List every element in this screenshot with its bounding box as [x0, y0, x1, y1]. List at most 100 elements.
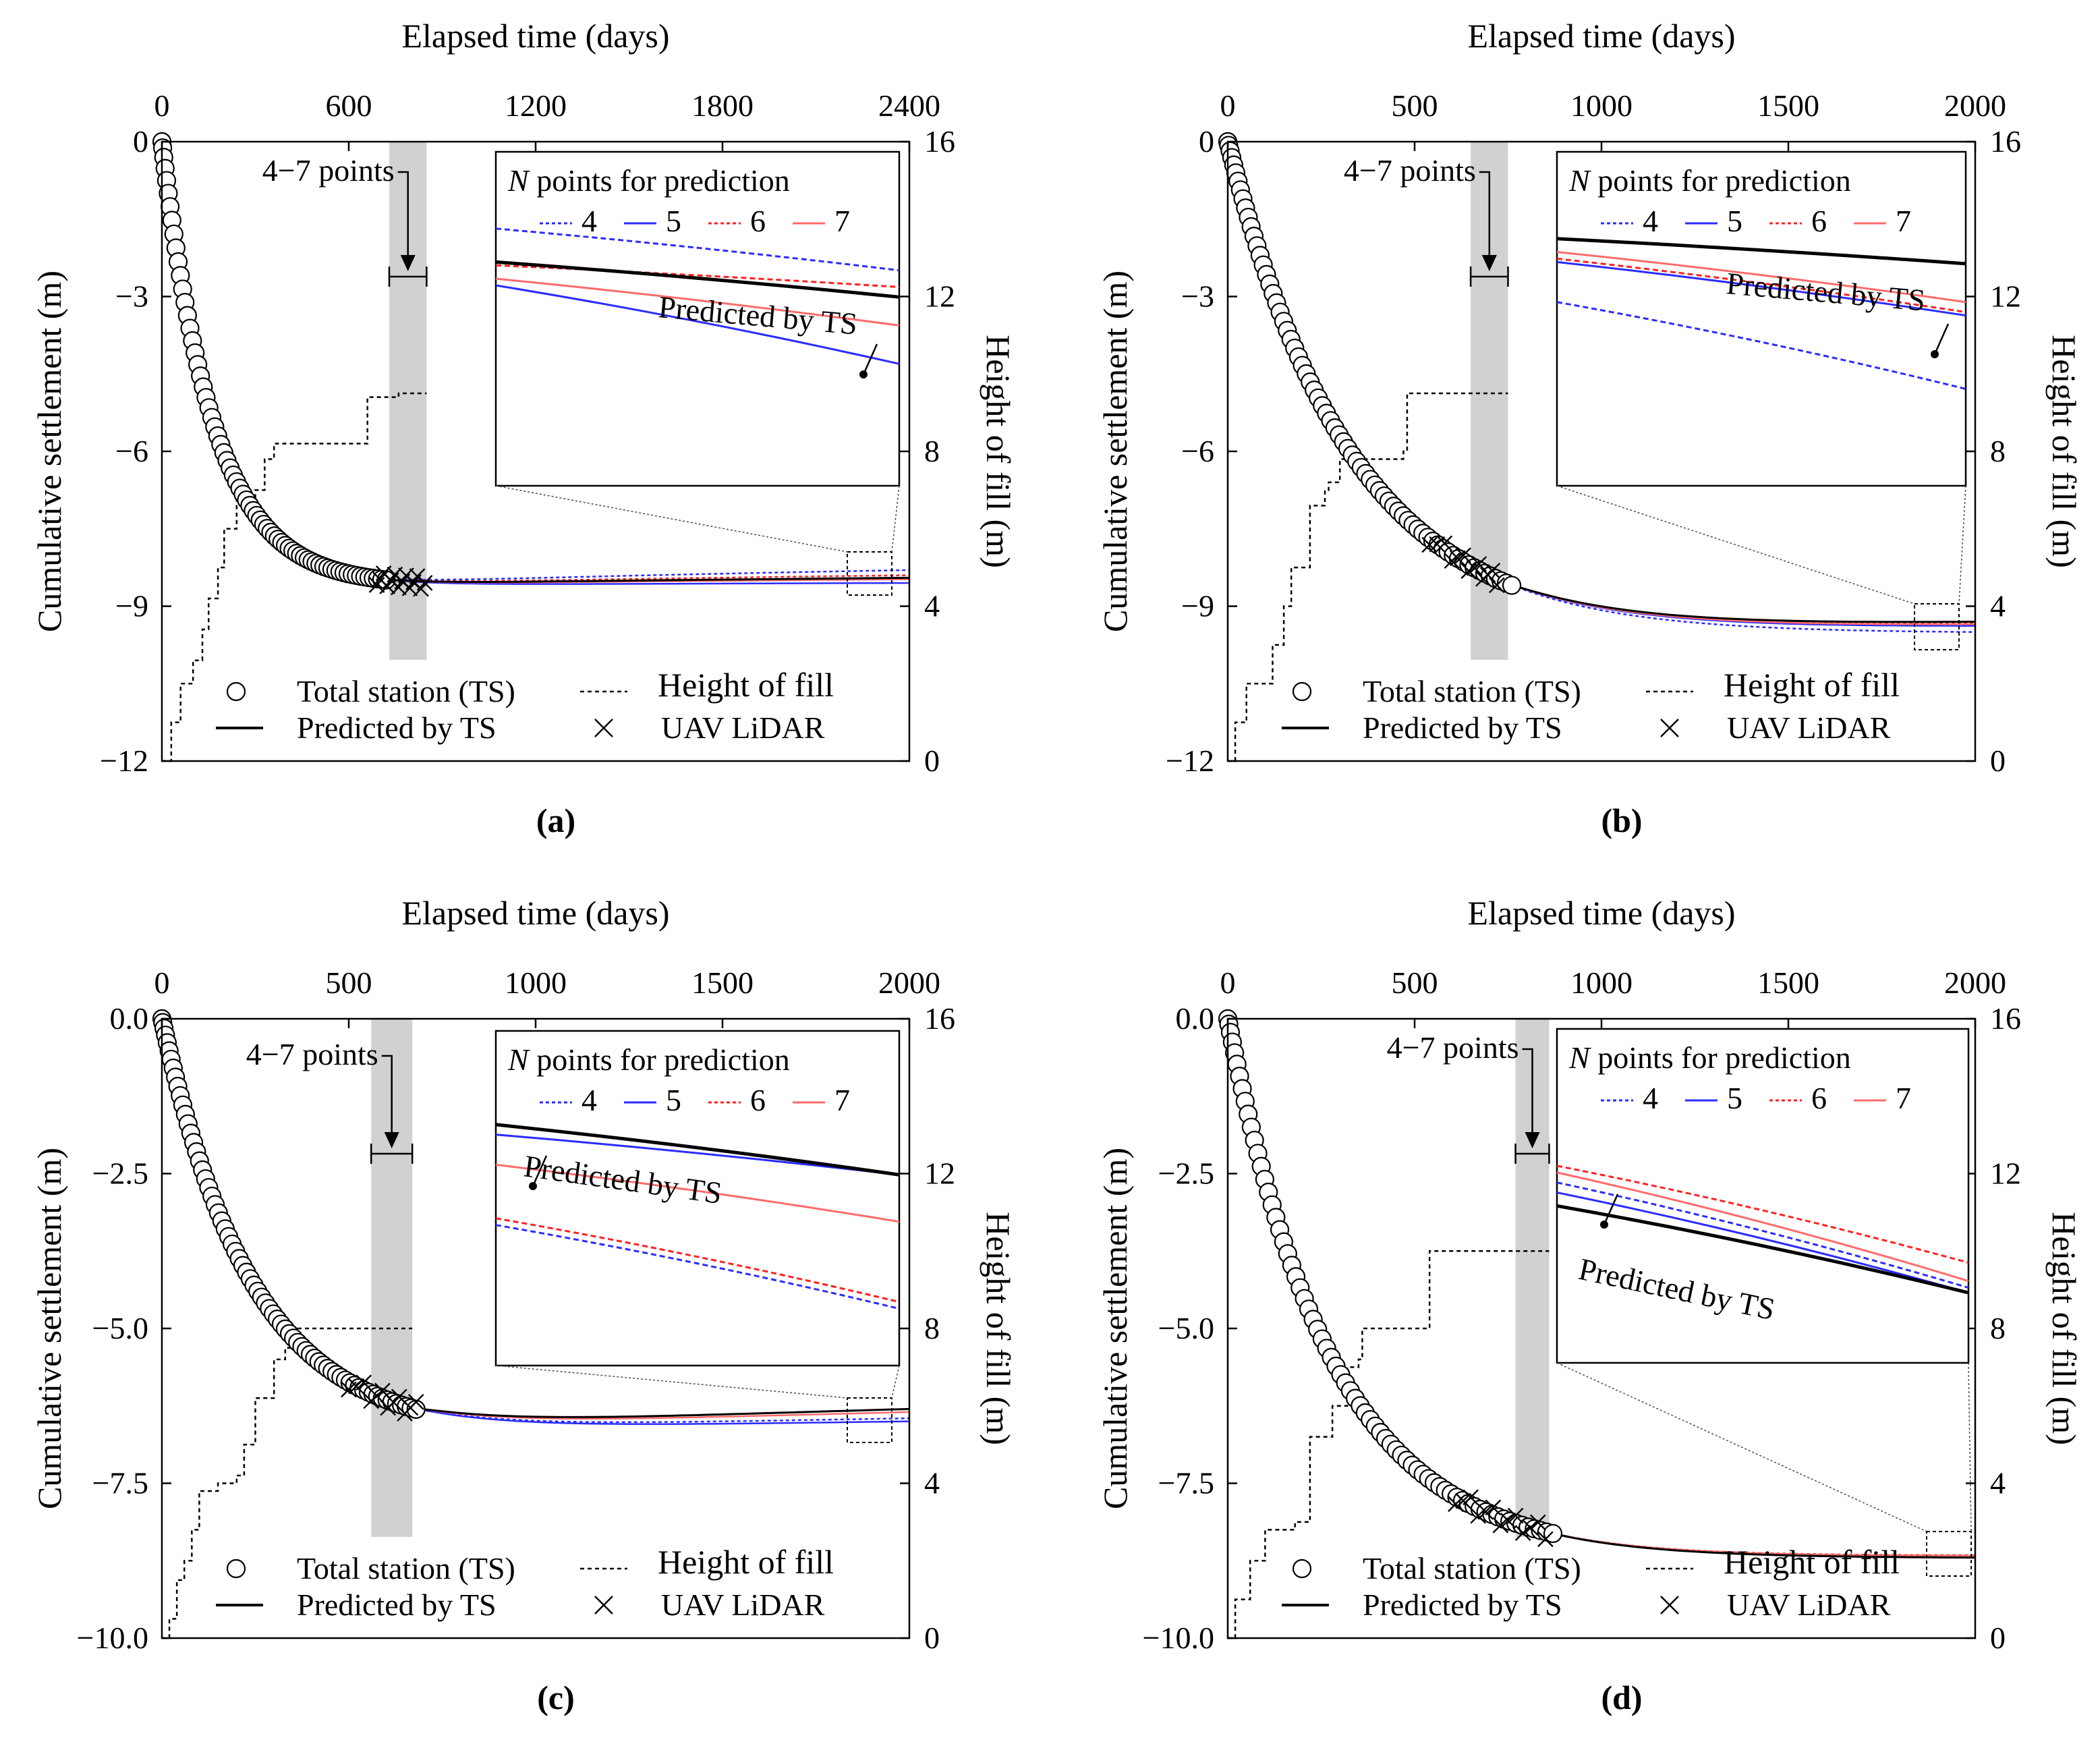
uav-lidar-marker [1522, 1519, 1539, 1536]
legend-ts-marker [226, 681, 246, 702]
inset-title-rest: points for prediction [1590, 1040, 1851, 1075]
chart-panel-a: 0 600 1200 1800 2400 0 −3 −6 −9 −12 0 4 8 12 16 Elapsed… [30, 17, 1017, 839]
legend-uav-label: UAV LiDAR [1727, 1588, 1891, 1622]
legend-ts-marker [1292, 1559, 1312, 1579]
panel-label: (b) [1601, 802, 1642, 839]
chart-panel-c: 0 500 1000 1500 2000 0.0 −2.5 −5.0 −7.5 −10.0 0 4 8 1… [30, 894, 1017, 1716]
uav-lidar-marker [1477, 1503, 1494, 1520]
inset-title-n: N [507, 1042, 530, 1077]
x-tick-label: 0 [1220, 88, 1236, 123]
legend-ts-label: Total station (TS) [1363, 1551, 1581, 1585]
inset-curve-n7 [1556, 251, 1966, 304]
inset-legend-label-n7: 7 [834, 204, 850, 238]
inset-ts-arrowhead [529, 1182, 537, 1190]
legend: Total station (TS)Predicted by TS Height … [1282, 666, 1900, 745]
panel-label: (c) [537, 1679, 575, 1716]
window-annotation-label: 4−7 points [262, 153, 395, 188]
window-bracket [388, 266, 428, 287]
inset-curve-ts [1556, 237, 1966, 266]
legend-ts-marker [1292, 681, 1312, 702]
y2-tick-label: 4 [924, 589, 940, 623]
window-annotation-arrowhead [1481, 255, 1497, 271]
inset-legend-label-n5: 5 [1727, 204, 1742, 238]
uav-lidar-marker [1507, 1507, 1524, 1524]
total-station-marker [1543, 1523, 1563, 1544]
y-tick-label: −2.5 [1158, 1156, 1214, 1191]
inset-legend-label-n5: 5 [666, 1083, 681, 1117]
y-tick-label: −9 [115, 589, 148, 623]
y-axis-title: Cumulative settlement (m) [30, 1148, 68, 1509]
y-tick-label: −7.5 [92, 1466, 148, 1500]
x-tick-label: 500 [1392, 88, 1438, 123]
inset-title-n: N [1568, 1040, 1591, 1075]
inset-curve-ts [495, 1123, 900, 1177]
uav-lidar-marker [348, 1378, 364, 1395]
y-axis-title: Cumulative settlement (m) [1096, 1148, 1134, 1509]
legend: Total station (TS)Predicted by TS Height … [216, 666, 834, 745]
y2-axis-title: Height of fill (m) [980, 1212, 1017, 1445]
inset-legend-label-n4: 4 [1643, 1081, 1658, 1115]
x-tick-label: 1800 [691, 88, 754, 123]
height-of-fill-line [162, 1327, 413, 1639]
inset-title-rest: points for prediction [529, 1042, 790, 1077]
inset-title-rest: points for prediction [1590, 163, 1851, 198]
uav-lidar-marker [416, 575, 433, 591]
x-tick-label: 1200 [505, 88, 567, 123]
inset-legend-label-n6: 6 [1811, 204, 1827, 238]
inset-curve-ts [495, 260, 900, 299]
main-pred-n5-line [386, 579, 910, 585]
y2-tick-label: 4 [1990, 1466, 2006, 1500]
inset-curve-ts [1556, 1204, 1969, 1295]
main-pred-ts-line [386, 576, 910, 583]
legend-ts-label: Total station (TS) [1363, 674, 1581, 708]
height-of-fill-line [1228, 1250, 1550, 1639]
chart-panel-b: 0 500 1000 1500 2000 0 −3 −6 −9 −12 0 4 8 12 16 Elapsed… [1096, 17, 2083, 839]
inset-frame [494, 150, 901, 487]
uav-lidar-marker [1492, 1517, 1509, 1534]
inset-ts-arrow-line [1603, 1194, 1619, 1225]
y2-axis-title: Height of fill (m) [2045, 335, 2083, 568]
main-pred-ts-line [416, 1407, 910, 1418]
y2-tick-label: 8 [924, 434, 940, 468]
x-tick-label: 1500 [1757, 965, 1819, 1000]
panel-label: (a) [536, 802, 575, 839]
y-tick-label: −9 [1181, 589, 1214, 623]
zoom-box [1926, 1531, 1972, 1577]
inset-frame [494, 1030, 901, 1367]
legend-uav-label: UAV LiDAR [1727, 710, 1891, 745]
x-tick-label: 0 [154, 965, 170, 1000]
y-tick-label: −7.5 [1158, 1466, 1214, 1500]
inset-curve-n7 [1556, 1171, 1969, 1283]
zoom-connector [1968, 1362, 1972, 1532]
inset-ts-arrowhead [1600, 1220, 1608, 1229]
y-tick-label: −12 [1166, 743, 1214, 778]
x-tick-label: 1500 [691, 965, 754, 1000]
inset-legend-label-n4: 4 [581, 204, 597, 238]
inset-curve-n7 [495, 277, 900, 327]
window-bracket [1469, 266, 1509, 287]
uav-lidar-marker [1444, 553, 1460, 569]
x-tick-label: 2400 [878, 88, 940, 123]
x-tick-label: 0 [154, 88, 170, 123]
inset-legend-label-n7: 7 [834, 1083, 850, 1117]
zoom-connector [1958, 485, 1966, 605]
legend-pred-label: Predicted by TS [1363, 1588, 1562, 1622]
y-tick-label: −5.0 [1158, 1311, 1214, 1345]
inset-curve-n6 [1556, 1164, 1969, 1264]
inset-legend-label-n7: 7 [1896, 1081, 1911, 1115]
panel-label: (d) [1601, 1679, 1642, 1716]
legend-fill-label: Height of fill [658, 1543, 834, 1581]
y2-tick-label: 8 [924, 1311, 940, 1345]
legend-uav-label: UAV LiDAR [661, 1588, 825, 1622]
y-tick-label: −2.5 [92, 1156, 148, 1191]
x-tick-label: 2000 [1944, 88, 2006, 123]
uav-lidar-marker [1460, 563, 1477, 580]
y-tick-label: 0.0 [110, 1001, 149, 1036]
inset-legend-label-n6: 6 [750, 204, 766, 238]
zoom-box [1914, 603, 1960, 650]
y2-tick-label: 12 [924, 279, 955, 314]
y2-tick-label: 16 [924, 124, 955, 159]
inset-ts-arrow-line [532, 1155, 548, 1187]
